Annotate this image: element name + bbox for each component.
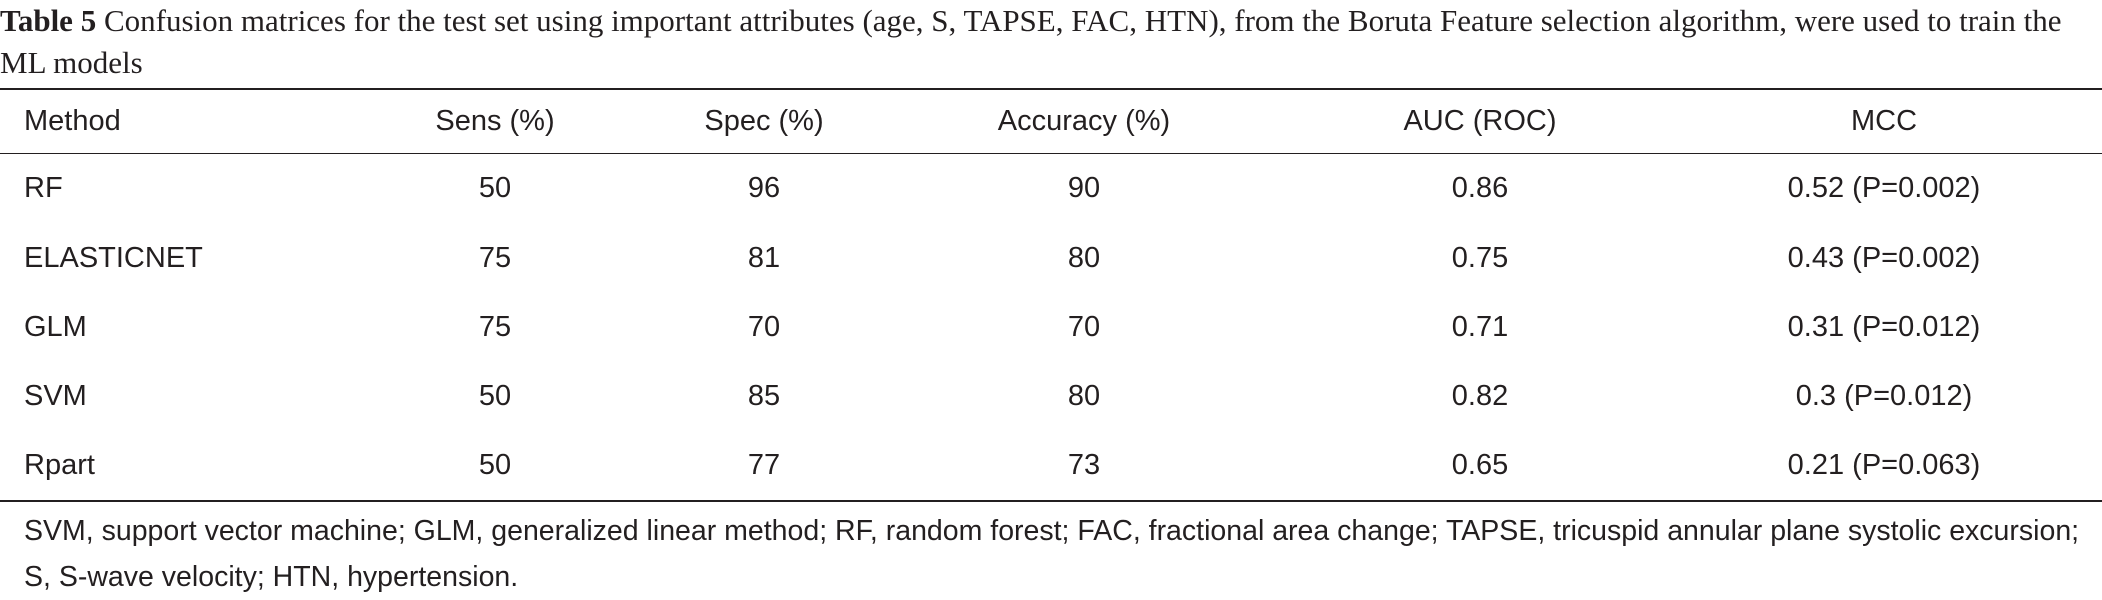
cell-mcc: 0.31 (P=0.012) <box>1787 311 1981 343</box>
cell-accuracy: 70 <box>1067 311 1101 343</box>
column-header-auc: AUC (ROC) <box>1403 105 1557 137</box>
cell-sens: 50 <box>478 172 512 204</box>
cell-spec: 81 <box>747 242 781 274</box>
cell-accuracy: 80 <box>1067 380 1101 412</box>
cell-sens: 50 <box>478 380 512 412</box>
table-footnote: SVM, support vector machine; GLM, genera… <box>24 515 2080 593</box>
cell-method: RF <box>24 172 63 204</box>
cell-spec: 70 <box>747 311 781 343</box>
cell-auc: 0.65 <box>1451 449 1509 481</box>
cell-sens: 50 <box>478 449 512 481</box>
results-table: Method Sens (%) Spec (%) Accuracy (%) AU… <box>0 90 2102 500</box>
column-header-spec: Spec (%) <box>704 105 824 137</box>
cell-accuracy: 80 <box>1067 242 1101 274</box>
table-bottom-rule <box>0 500 2102 502</box>
cell-sens: 75 <box>478 242 512 274</box>
cell-method: GLM <box>24 311 87 343</box>
cell-method: Rpart <box>24 449 95 481</box>
cell-spec: 77 <box>747 449 781 481</box>
cell-mcc: 0.43 (P=0.002) <box>1787 242 1981 274</box>
cell-accuracy: 90 <box>1067 172 1101 204</box>
table-row: GLM 75 70 70 0.71 0.31 (P=0.012) <box>0 293 2102 362</box>
table-top-rule <box>0 88 2102 90</box>
table-row: ELASTICNET 75 81 80 0.75 0.43 (P=0.002) <box>0 224 2102 293</box>
cell-auc: 0.75 <box>1451 242 1509 274</box>
column-header-accuracy: Accuracy (%) <box>997 105 1171 137</box>
table-row: SVM 50 85 80 0.82 0.3 (P=0.012) <box>0 362 2102 431</box>
cell-accuracy: 73 <box>1067 449 1101 481</box>
column-header-mcc: MCC <box>1850 105 1918 137</box>
table-caption-text: Confusion matrices for the test set usin… <box>0 3 2062 80</box>
cell-sens: 75 <box>478 311 512 343</box>
cell-mcc: 0.3 (P=0.012) <box>1795 380 1973 412</box>
cell-spec: 96 <box>747 172 781 204</box>
table-header-rule <box>0 153 2102 154</box>
cell-mcc: 0.21 (P=0.063) <box>1787 449 1981 481</box>
column-header-sens: Sens (%) <box>435 105 555 137</box>
cell-auc: 0.71 <box>1451 311 1509 343</box>
column-header-method: Method <box>24 105 121 137</box>
cell-spec: 85 <box>747 380 781 412</box>
table-caption: Table 5 Confusion matrices for the test … <box>0 0 2098 84</box>
cell-method: SVM <box>24 380 87 412</box>
table-caption-label: Table 5 <box>0 3 97 38</box>
table-row: RF 50 96 90 0.86 0.52 (P=0.002) <box>0 153 2102 224</box>
cell-method: ELASTICNET <box>24 242 203 274</box>
table-header-row: Method Sens (%) Spec (%) Accuracy (%) AU… <box>0 90 2102 153</box>
cell-mcc: 0.52 (P=0.002) <box>1787 172 1981 204</box>
cell-auc: 0.82 <box>1451 380 1509 412</box>
table-row: Rpart 50 77 73 0.65 0.21 (P=0.063) <box>0 431 2102 500</box>
cell-auc: 0.86 <box>1451 172 1509 204</box>
